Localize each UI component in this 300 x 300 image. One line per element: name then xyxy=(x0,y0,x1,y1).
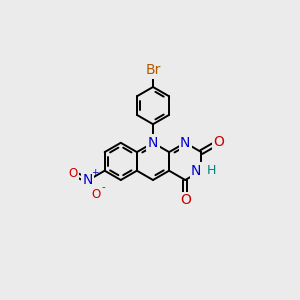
Text: O: O xyxy=(69,167,78,180)
Text: N: N xyxy=(180,136,190,150)
Text: Br: Br xyxy=(145,64,161,77)
Text: N: N xyxy=(191,164,201,178)
Text: O: O xyxy=(214,135,224,149)
Text: +: + xyxy=(92,168,99,177)
Text: -: - xyxy=(101,182,105,192)
Text: N: N xyxy=(148,136,158,150)
Text: O: O xyxy=(180,194,191,207)
Text: N: N xyxy=(82,173,93,188)
Text: O: O xyxy=(92,188,101,201)
Text: H: H xyxy=(207,164,217,177)
